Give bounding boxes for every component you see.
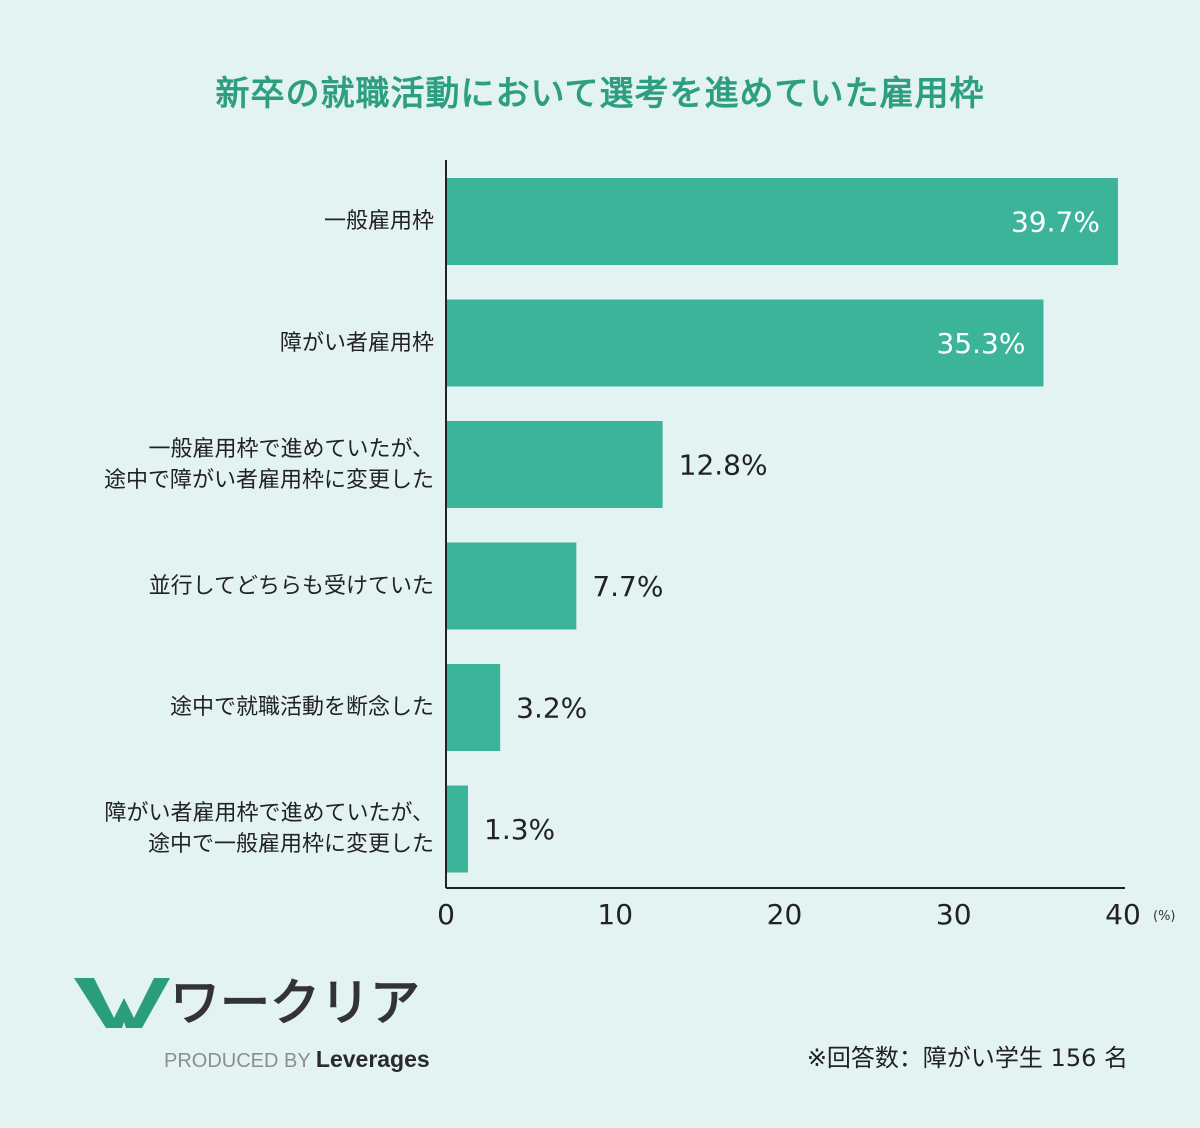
produced-by: PRODUCED BY Leverages <box>164 1046 430 1073</box>
bar <box>446 542 577 630</box>
data-label: 3.2% <box>516 692 587 725</box>
produced-by-label: PRODUCED BY <box>164 1050 311 1072</box>
x-tick-label: 40 <box>1105 898 1141 931</box>
company-name: Leverages <box>315 1046 430 1072</box>
bar-chart: 39.7% 35.3% 12.8% 7.7% 3.2% 1.3% 0 10 20 30 40 (%) <box>437 160 1176 931</box>
x-tick-label: 0 <box>437 898 455 931</box>
data-label: 35.3% <box>936 327 1025 360</box>
category-label: 障がい者雇用枠 <box>280 328 434 359</box>
chart-title: 新卒の就職活動において選考を進めていた雇用枠 <box>215 74 985 114</box>
x-tick-label: 30 <box>936 898 972 931</box>
workclear-logo: ワークリア <box>74 974 420 1032</box>
data-label: 1.3% <box>484 813 555 846</box>
x-unit-label: (%) <box>1153 909 1176 924</box>
bar <box>446 664 501 751</box>
respondent-note: ※回答数：障がい学生 156 名 <box>806 1044 1128 1072</box>
category-line: 並行してどちらも受けていた <box>148 573 434 599</box>
brand-text: ワークリア <box>170 974 420 1032</box>
data-label: 12.8% <box>679 449 768 482</box>
bar <box>446 785 469 873</box>
category-label: 途中で就職活動を断念した <box>170 692 434 723</box>
data-label: 39.7% <box>1011 206 1100 239</box>
category-line: 途中で就職活動を断念した <box>169 695 434 720</box>
category-line: 一般雇用枠で進めていたが、 <box>148 436 434 462</box>
category-line: 途中で一般雇用枠に変更した <box>147 832 434 857</box>
category-line: 障がい者雇用枠 <box>279 330 434 356</box>
category-label: 障がい者雇用枠で進めていたが、途中で一般雇用枠に変更した <box>104 798 434 860</box>
category-label: 一般雇用枠 <box>324 206 434 237</box>
category-line: 途中で障がい者雇用枠に変更した <box>103 467 434 493</box>
data-label: 7.7% <box>592 570 663 603</box>
x-tick-label: 20 <box>767 898 803 931</box>
bar <box>446 299 1044 387</box>
x-tick-label: 10 <box>597 898 633 931</box>
category-label: 一般雇用枠で進めていたが、途中で障がい者雇用枠に変更した <box>104 434 434 496</box>
bar <box>446 178 1118 265</box>
category-line: 障がい者雇用枠で進めていたが、 <box>104 801 434 826</box>
category-label: 並行してどちらも受けていた <box>149 571 434 602</box>
bar <box>446 421 663 508</box>
category-line: 一般雇用枠 <box>323 209 434 234</box>
